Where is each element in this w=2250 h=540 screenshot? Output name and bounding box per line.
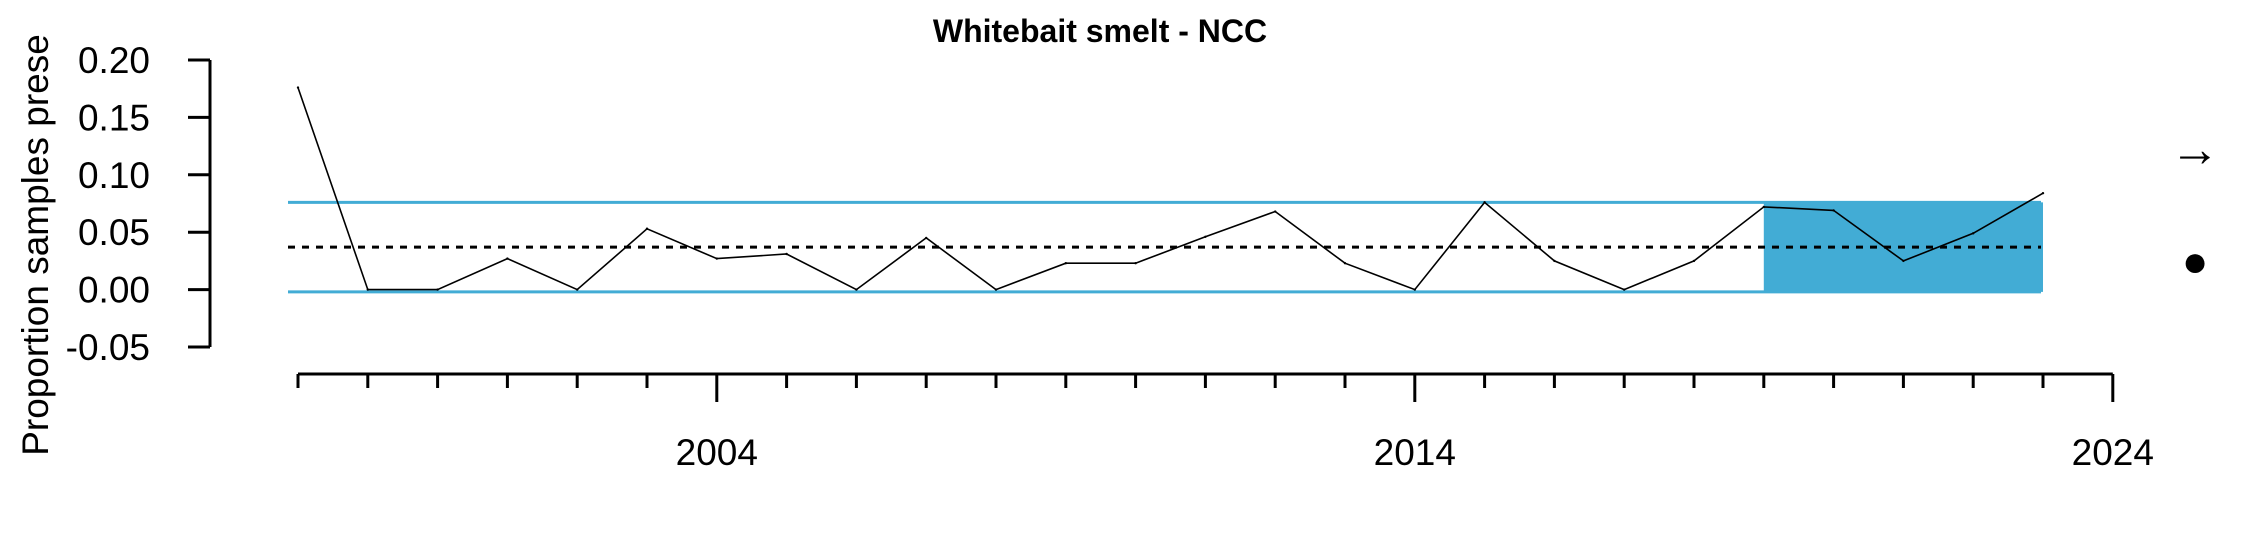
- y-tick-label: 0.20: [78, 40, 150, 81]
- trend-arrow-icon: →: [2170, 121, 2220, 177]
- data-point: [366, 288, 369, 291]
- data-point: [506, 257, 509, 260]
- data-point: [645, 227, 649, 230]
- reference-lines-layer: [288, 200, 2041, 294]
- data-point: [1204, 235, 1207, 238]
- data-point: [1832, 209, 1835, 212]
- data-point: [576, 288, 579, 291]
- data-point: [2041, 191, 2045, 195]
- data-point: [994, 288, 998, 291]
- data-point: [785, 252, 788, 256]
- chart-title: Whitebait smelt - NCC: [933, 13, 1267, 49]
- y-tick-label: 0.05: [78, 212, 150, 253]
- data-point: [1623, 288, 1626, 291]
- y-tick-label: 0.00: [78, 270, 150, 311]
- data-point: [1762, 205, 1766, 209]
- data-point: [715, 257, 718, 260]
- data-point: [855, 288, 858, 291]
- data-point: [1134, 261, 1137, 265]
- y-axis-label: Proportion samples prese: [15, 34, 56, 456]
- data-point: [1483, 201, 1486, 204]
- series-line: [297, 87, 2044, 291]
- x-axis: 2004 2014 2024: [296, 372, 2154, 473]
- series-layer: [296, 86, 2045, 291]
- status-dot-icon: ●: [2182, 237, 2209, 286]
- x-tick-label: 2004: [676, 432, 758, 473]
- data-point: [296, 86, 300, 89]
- y-tick-label: 0.10: [78, 155, 150, 196]
- x-tick-label: 2014: [1374, 432, 1456, 473]
- x-tick-label: 2024: [2072, 432, 2154, 473]
- data-point: [1972, 232, 1975, 235]
- data-point: [925, 236, 928, 240]
- data-point: [1274, 210, 1277, 213]
- data-point: [1413, 288, 1417, 291]
- data-point: [1343, 261, 1347, 265]
- data-point: [436, 288, 439, 291]
- data-point: [1553, 259, 1556, 263]
- y-axis: -0.05 0.00 0.05 0.10 0.15 0.20: [66, 40, 212, 368]
- y-tick-label: -0.05: [66, 327, 150, 368]
- data-point: [1902, 259, 1905, 263]
- data-point: [1692, 259, 1696, 263]
- y-tick-label: 0.15: [78, 97, 150, 138]
- data-point: [1064, 261, 1068, 265]
